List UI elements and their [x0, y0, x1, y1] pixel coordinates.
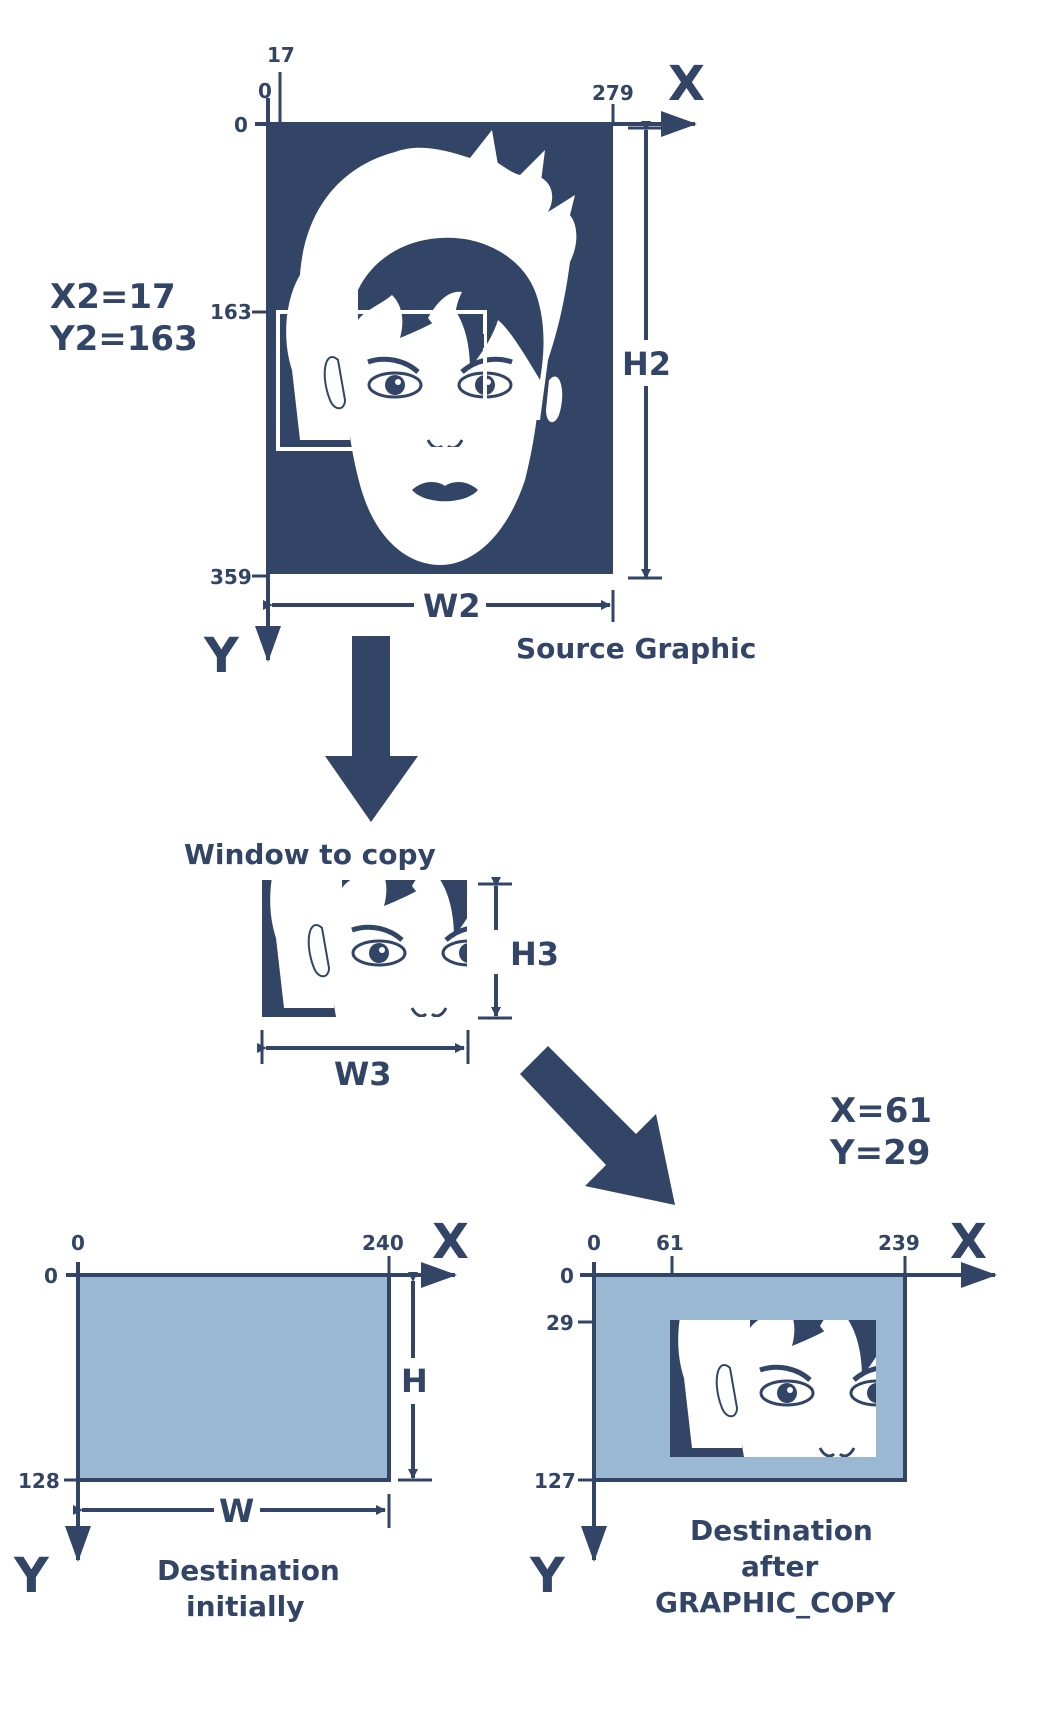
source-y-tick-label-0: 0: [234, 113, 248, 137]
window-panel: Window to copy H3 W3: [184, 838, 559, 1093]
source-height-label: H2: [622, 345, 671, 383]
dest-after-x-axis-label: X: [950, 1214, 987, 1270]
source-x-axis-label: X: [668, 56, 705, 112]
dest-after-caption-line2: after: [741, 1550, 818, 1583]
dest-initial-height-label: H: [401, 1362, 428, 1400]
dest-initial-y-tick-0: 0: [44, 1264, 58, 1288]
dest-after-y-tick-127: 127: [534, 1469, 576, 1493]
destination-initial-rect: [76, 1273, 391, 1482]
source-y-axis-label: Y: [203, 628, 240, 684]
source-caption: Source Graphic: [516, 632, 756, 665]
dest-after-caption-line3: GRAPHIC_COPY: [655, 1586, 896, 1619]
dest-after-caption-line1: Destination: [690, 1514, 873, 1547]
copy-window-outline: [276, 310, 487, 451]
dest-after-y-tick-0: 0: [560, 1264, 574, 1288]
source-x-tick-label-0: 0: [258, 79, 272, 103]
destination-after-panel: X=61 Y=29 0 61 239 0 29 127 X Y Destinat…: [529, 1091, 997, 1619]
dest-initial-y-tick-128: 128: [18, 1469, 60, 1493]
dest-initial-x-tick-240: 240: [362, 1231, 404, 1255]
dest-after-y-tick-29: 29: [546, 1311, 574, 1335]
dest-initial-y-axis-label: Y: [13, 1548, 50, 1604]
dest-after-x-tick-61: 61: [656, 1231, 684, 1255]
source-x-tick-label-279: 279: [592, 81, 634, 105]
diagonal-arrow: [520, 1046, 675, 1205]
dest-initial-x-tick-0: 0: [71, 1231, 85, 1255]
source-coords-y2: Y2=163: [49, 319, 198, 359]
source-y-tick-label-163: 163: [210, 300, 252, 324]
dest-after-x-tick-239: 239: [878, 1231, 920, 1255]
window-height-label: H3: [510, 935, 559, 973]
dest-after-coords-x: X=61: [830, 1091, 932, 1131]
dest-initial-caption-line2: initially: [186, 1590, 304, 1623]
window-caption: Window to copy: [184, 838, 436, 871]
source-y-tick-label-359: 359: [210, 565, 252, 589]
dest-after-x-tick-0: 0: [587, 1231, 601, 1255]
dest-after-y-axis-label: Y: [529, 1548, 566, 1604]
source-width-label: W2: [423, 587, 481, 625]
dest-initial-width-label: W: [219, 1492, 254, 1530]
source-graphic-panel: 17 0 279 0 163 359 X Y H2 W2 X2=17 Y2=16…: [49, 43, 756, 684]
destination-initial-panel: 0 240 0 128 X Y H W Destination initiall…: [13, 1214, 469, 1623]
source-coords-x2: X2=17: [50, 277, 176, 317]
source-x-tick-label-17: 17: [267, 43, 295, 67]
copy-window-outline-inner: [480, 334, 484, 348]
source-portrait-image: [268, 122, 613, 574]
dest-after-coords-y: Y=29: [829, 1133, 930, 1173]
dest-initial-x-axis-label: X: [432, 1214, 469, 1270]
window-width-label: W3: [334, 1055, 392, 1093]
dest-initial-caption-line1: Destination: [157, 1554, 340, 1587]
